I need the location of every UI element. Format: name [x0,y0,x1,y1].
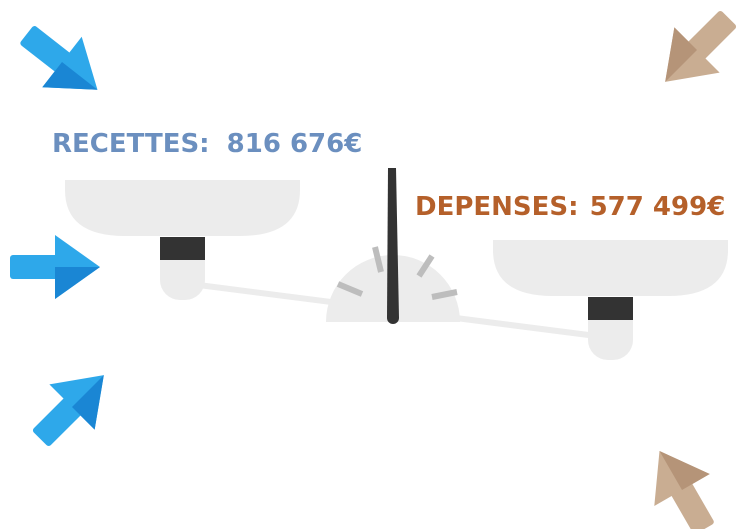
depenses-line: DEPENSES: 577 499€ [415,192,725,222]
gauge-ticks [336,246,458,300]
right-block [588,297,633,320]
arrow-blue-top [6,9,118,115]
arrow-tan-top [642,0,752,105]
arrow-blue-middle [10,235,100,299]
depenses-amount: 577 499€ [590,192,726,222]
recettes-line: RECETTES: 816 676€ [52,129,362,159]
left-block [160,237,205,260]
recettes-amount: 816 676€ [227,129,363,159]
arrow-blue-bottom [17,352,127,462]
left-pan [65,180,300,236]
arrow-tan-bottom [631,435,733,529]
recettes-label: RECETTES: [52,129,210,159]
right-pan [493,240,728,296]
needle [387,168,399,324]
depenses-label: DEPENSES: [415,192,579,222]
